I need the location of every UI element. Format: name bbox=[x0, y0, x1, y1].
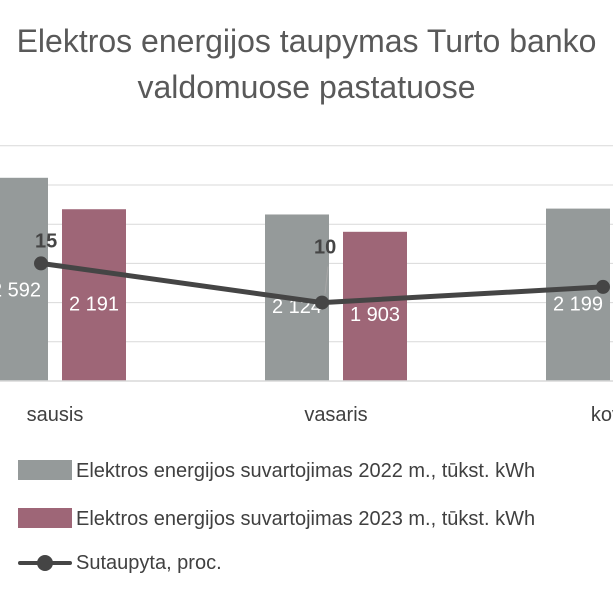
data-label-2023-sausis: 2 191 bbox=[69, 294, 119, 316]
chart-title-line-2: valdomuose pastatuose bbox=[137, 69, 476, 105]
data-label-2023-vasaris: 1 903 bbox=[350, 304, 400, 326]
bar-2023-sausis bbox=[62, 209, 126, 381]
bar-2022-sausis bbox=[0, 177, 48, 381]
legend-label-savings: Sutaupyta, proc. bbox=[76, 552, 222, 574]
x-tick-label-sausis: sausis bbox=[27, 404, 84, 426]
leader-line-savings-vasaris bbox=[324, 266, 329, 294]
x-tick-label-kovas: kovas bbox=[591, 404, 613, 426]
data-label-2022-sausis: 2 592 bbox=[0, 280, 41, 302]
legend-label-2022: Elektros energijos suvartojimas 2022 m.,… bbox=[76, 460, 536, 482]
point-savings-vasaris bbox=[315, 295, 329, 310]
chart-title-line-1: Elektros energijos taupymas Turto banko bbox=[16, 23, 597, 59]
bar-2023-vasaris bbox=[343, 231, 407, 381]
point-savings-kovas bbox=[596, 279, 610, 294]
legend-swatch-2023 bbox=[18, 508, 72, 528]
data-label-savings-sausis: 15 bbox=[35, 230, 57, 252]
legend-marker-savings bbox=[37, 555, 53, 571]
point-savings-sausis bbox=[34, 256, 48, 271]
legend-swatch-2022 bbox=[18, 460, 72, 480]
chart-title: Elektros energijos taupymas Turto banko … bbox=[0, 18, 613, 110]
data-label-savings-vasaris: 10 bbox=[314, 237, 336, 259]
data-label-2022-kovas: 2 199 bbox=[553, 293, 603, 315]
x-tick-label-vasaris: vasaris bbox=[304, 404, 367, 426]
bar-2022-kovas bbox=[546, 208, 610, 381]
legend-label-2023: Elektros energijos suvartojimas 2023 m.,… bbox=[76, 508, 536, 530]
